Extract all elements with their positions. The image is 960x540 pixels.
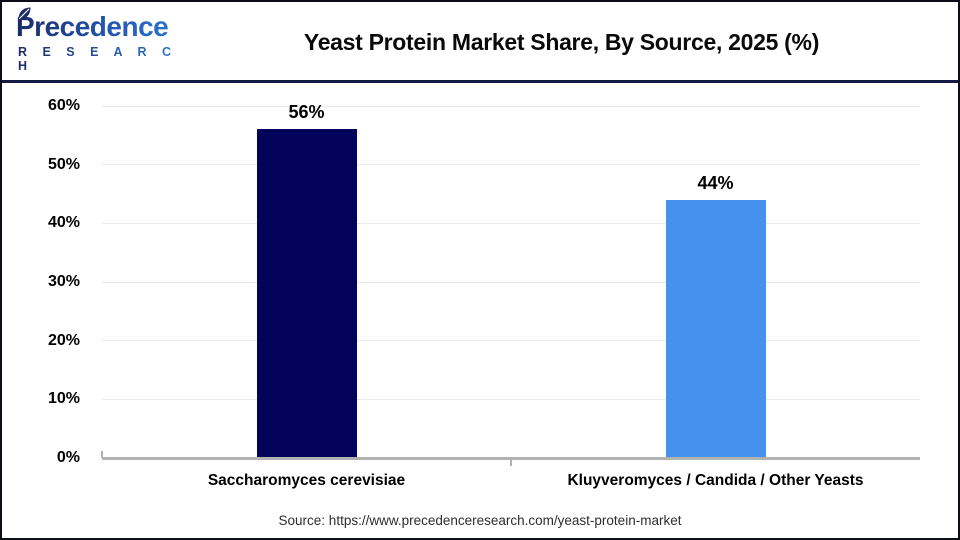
chart-title: Yeast Protein Market Share, By Source, 2… [303,29,820,55]
header-divider [2,80,958,83]
y-tick-label: 40% [47,214,80,232]
header: Precedence R E S E A R C H Yeast Protein… [2,2,958,80]
axis-left-notch [101,451,103,458]
bar [665,199,766,458]
category-divider-tick [510,457,512,466]
precedence-research-logo: Precedence R E S E A R C H [16,7,186,73]
y-tick-label: 20% [47,331,80,349]
y-tick-label: 0% [56,449,80,466]
logo-text: Precedence [16,11,169,42]
gridline [102,222,920,224]
logo-subtitle: R E S E A R C H [16,45,186,73]
gridline [102,398,920,400]
gridline [102,105,920,107]
gridline [102,340,920,342]
bar-value-label: 44% [697,172,734,193]
y-tick-label: 50% [47,155,80,173]
bar-chart-plot: Source: https://www.precedenceresearch.c… [2,83,958,538]
category-label: Saccharomyces cerevisiae [207,472,406,489]
bar [256,129,357,458]
bar-value-label: 56% [288,102,325,123]
gridline [102,164,920,166]
logo-wordmark: Precedence [16,7,186,44]
leaf-icon [18,7,31,20]
category-label: Kluyveromyces / Candida / Other Yeasts [567,472,864,489]
source-attribution: Source: https://www.precedenceresearch.c… [278,513,682,528]
gridline [102,281,920,283]
y-tick-label: 60% [47,97,80,114]
y-tick-label: 30% [47,273,80,290]
y-tick-label: 10% [47,390,80,408]
